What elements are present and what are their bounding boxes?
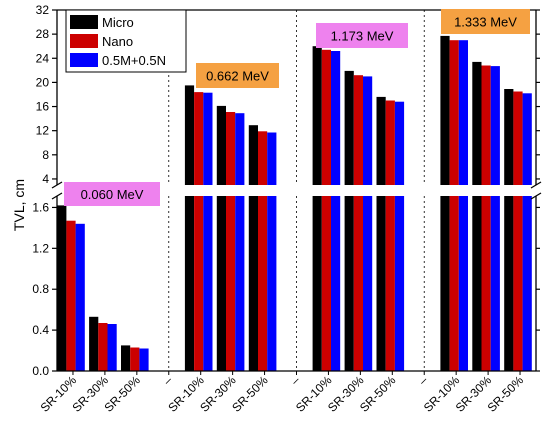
bar-nano-g0-c2 bbox=[130, 347, 140, 371]
axis-break-gap bbox=[0, 185, 550, 196]
y-tick-label: 1.2 bbox=[32, 241, 49, 255]
bar-micro-g1-c1 bbox=[216, 105, 226, 372]
legend-label: Micro bbox=[102, 15, 134, 30]
x-tick-label: SR-50% bbox=[357, 373, 399, 415]
bar-0-5m-0-5n-g1-c1 bbox=[235, 113, 245, 371]
bar-nano-g1-c0 bbox=[194, 92, 204, 371]
y-axis-label: TVL, cm bbox=[11, 179, 27, 231]
energy-label-text: 0.060 MeV bbox=[81, 187, 144, 202]
bar-0-5m-0-5n-g0-c1 bbox=[107, 324, 117, 371]
bar-0-5m-0-5n-g3-c2 bbox=[522, 93, 532, 372]
y-tick-label: 32 bbox=[36, 3, 50, 17]
x-axis: SR-10%SR-30%SR-50% –SR-10%SR-30%SR-50% –SR… bbox=[38, 371, 527, 415]
legend-swatch bbox=[70, 53, 98, 67]
bar-micro-g0-c1 bbox=[89, 316, 99, 371]
axis-break-mark bbox=[530, 192, 542, 200]
energy-label-box bbox=[441, 9, 530, 34]
legend-label: 0.5M+0.5N bbox=[102, 53, 166, 68]
x-tick-label: SR-50% bbox=[485, 373, 527, 415]
bar-0-5m-0-5n-g3-c0 bbox=[458, 40, 468, 371]
bar-nano-g2-c0 bbox=[321, 49, 331, 372]
y-tick-label: 1.6 bbox=[32, 200, 49, 214]
bar-micro-g3-c1 bbox=[472, 61, 482, 372]
x-tick-label: – bbox=[416, 373, 431, 388]
bar-nano-g1-c2 bbox=[258, 131, 268, 371]
energy-label-text: 1.333 MeV bbox=[454, 15, 517, 30]
energy-label-box bbox=[196, 63, 279, 88]
y-tick-label: 16 bbox=[36, 100, 50, 114]
bar-0-5m-0-5n-g0-c0 bbox=[75, 223, 85, 371]
legend-label: Nano bbox=[102, 34, 133, 49]
y-tick-label: 4 bbox=[42, 172, 49, 186]
bar-micro-g1-c2 bbox=[248, 125, 258, 371]
bar-0-5m-0-5n-g2-c2 bbox=[394, 101, 405, 371]
bars-layer bbox=[0, 35, 550, 372]
energy-labels: 0.060 MeV 0.662 MeV 1.173 MeV 1.333 MeV bbox=[64, 9, 530, 206]
bar-micro-g0-c2 bbox=[121, 345, 131, 371]
bar-nano-g2-c2 bbox=[385, 100, 395, 371]
bar-0-5m-0-5n-g2-c0 bbox=[331, 51, 341, 371]
legend-swatch bbox=[70, 15, 98, 29]
bar-nano-g3-c0 bbox=[449, 40, 459, 371]
y-tick-label: 8 bbox=[42, 148, 49, 162]
bar-nano-g3-c1 bbox=[481, 65, 491, 371]
x-tick-label: SR-50% bbox=[229, 373, 271, 415]
bar-0-5m-0-5n-g2-c1 bbox=[363, 76, 373, 372]
energy-label-text: 1.173 MeV bbox=[331, 29, 394, 44]
y-tick-label: 20 bbox=[36, 75, 50, 89]
bar-micro-g2-c0 bbox=[312, 46, 322, 371]
y-tick-label: 0.0 bbox=[32, 364, 49, 378]
y-tick-label: 28 bbox=[36, 27, 50, 41]
energy-label-text: 0.662 MeV bbox=[206, 69, 269, 84]
legend-swatch bbox=[70, 34, 98, 48]
bar-micro-g3-c2 bbox=[504, 89, 514, 371]
y-tick-label: 12 bbox=[36, 124, 50, 138]
bar-nano-g2-c1 bbox=[353, 75, 363, 371]
x-tick-label: SR-50% bbox=[101, 373, 143, 415]
energy-label-box bbox=[316, 23, 408, 48]
bar-micro-g2-c1 bbox=[344, 70, 354, 372]
y-tick-label: 0.8 bbox=[32, 282, 49, 296]
y-tick-label: 24 bbox=[36, 51, 50, 65]
bar-nano-g0-c0 bbox=[66, 220, 76, 371]
bar-nano-g0-c1 bbox=[98, 323, 108, 371]
legend: Micro Nano 0.5M+0.5N bbox=[65, 9, 187, 73]
y-tick-label: 0.4 bbox=[32, 323, 49, 337]
x-tick-label: – bbox=[288, 373, 303, 388]
y-axis: 0.0 0.4 0.8 1.2 1.6 4 8 12 16 20 24 28 32 bbox=[32, 3, 540, 378]
bar-micro-g1-c0 bbox=[184, 85, 195, 372]
bar-nano-g1-c1 bbox=[226, 112, 236, 371]
axis-break-mark bbox=[530, 181, 542, 189]
x-tick-label: – bbox=[160, 373, 175, 388]
energy-label-box bbox=[64, 182, 160, 206]
axis-break-mark bbox=[51, 181, 63, 189]
axis-break-mark bbox=[51, 192, 63, 200]
bar-0-5m-0-5n-g1-c2 bbox=[267, 132, 277, 371]
bar-0-5m-0-5n-g1-c0 bbox=[203, 92, 213, 371]
bar-nano-g3-c2 bbox=[513, 91, 523, 371]
bar-micro-g2-c2 bbox=[376, 96, 386, 372]
bar-micro-g0-c0 bbox=[57, 205, 67, 371]
bar-0-5m-0-5n-g3-c1 bbox=[490, 66, 500, 371]
bar-0-5m-0-5n-g0-c2 bbox=[139, 348, 149, 371]
bar-micro-g3-c0 bbox=[440, 35, 450, 372]
